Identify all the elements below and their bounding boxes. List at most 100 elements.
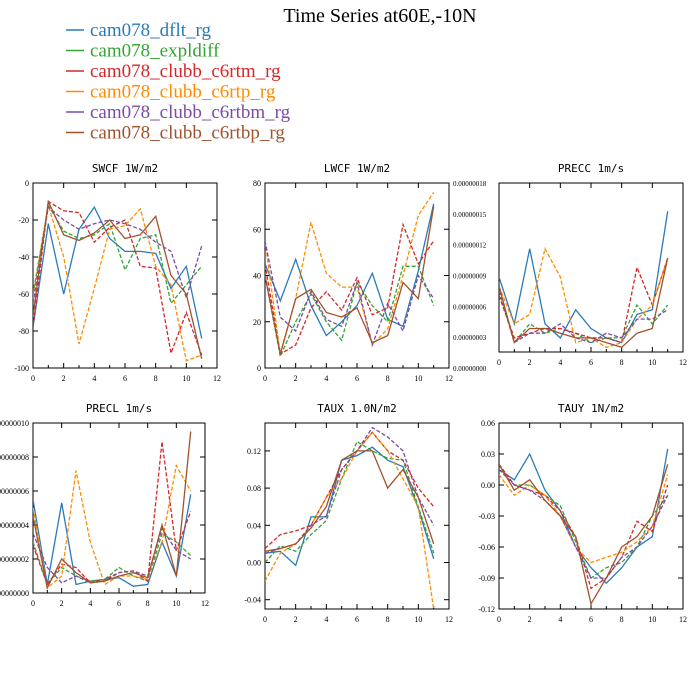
x-tick-label: 4 <box>324 374 328 383</box>
y-tick-label: -0.09 <box>478 574 495 583</box>
series-line <box>33 431 192 590</box>
x-tick-label: 10 <box>182 374 190 383</box>
panel-title: TAUY 1N/m2 <box>558 402 624 415</box>
y-tick-label: -100 <box>14 364 29 373</box>
series-line <box>265 450 435 552</box>
x-tick-label: 10 <box>414 615 422 624</box>
series-line <box>33 200 203 356</box>
x-tick-label: 0 <box>263 615 267 624</box>
x-tick-label: 4 <box>558 358 562 367</box>
y-tick-label: 0.03 <box>481 450 495 459</box>
series-line <box>33 463 192 590</box>
x-tick-label: 0 <box>497 358 501 367</box>
x-tick-label: 6 <box>355 615 359 624</box>
series-line <box>499 463 669 579</box>
series-line <box>499 469 669 579</box>
x-tick-label: 12 <box>445 615 453 624</box>
panels: SWCF 1W/m2 0 2 4 6 8 10 12 0 -20 -40 -60 -80 -100 LWCF… <box>0 162 687 624</box>
series-line <box>499 257 669 349</box>
x-tick-label: 8 <box>146 599 150 608</box>
x-tick-label: 2 <box>294 615 298 624</box>
x-tick-label: 12 <box>201 599 209 608</box>
x-tick-label: 0 <box>497 615 501 624</box>
x-tick-label: 4 <box>324 615 328 624</box>
x-tick-label: 6 <box>117 599 121 608</box>
y-tick-label: 00000010 <box>0 419 29 428</box>
x-tick-label: 2 <box>60 599 64 608</box>
series-line <box>265 205 435 355</box>
x-tick-label: 2 <box>294 374 298 383</box>
x-tick-label: 10 <box>648 358 656 367</box>
y-tick-label: 00000002 <box>0 555 29 564</box>
series-line <box>499 463 669 590</box>
x-tick-label: 6 <box>589 358 593 367</box>
series-line <box>499 257 669 344</box>
panel-title: TAUX 1.0N/m2 <box>317 402 396 415</box>
series-line <box>33 199 203 359</box>
x-tick-label: 10 <box>414 374 422 383</box>
panel-title: LWCF 1W/m2 <box>324 162 390 175</box>
right-tick-label: 0.00000018 <box>453 180 487 188</box>
panel-title: PRECL 1m/s <box>86 402 152 415</box>
y-tick-label: 00000004 <box>0 521 29 530</box>
legend-label: cam078_dflt_rg <box>90 20 212 41</box>
panel-4: PRECL 1m/s 0 2 4 6 8 10 12 00000010 00000008 00000… <box>0 402 209 608</box>
y-tick-label: 0.00 <box>247 559 261 568</box>
y-tick-label: -60 <box>18 290 29 299</box>
right-tick-label: 0.00000000 <box>453 365 487 373</box>
series-line <box>33 205 203 304</box>
y-tick-label: 40 <box>253 272 261 281</box>
x-tick-label: 8 <box>620 358 624 367</box>
series-line <box>499 463 669 606</box>
y-tick-label: -0.06 <box>478 543 495 552</box>
y-tick-label: 60 <box>253 225 261 234</box>
legend-label: cam078_expldiff <box>90 41 220 62</box>
y-tick-label: 0.00 <box>481 481 495 490</box>
panel-5: TAUX 1.0N/m2 0 2 4 6 8 10 12 0.12 0.08 0.04 0.00 -0.… <box>244 402 453 624</box>
right-tick-label: 0.00000009 <box>453 273 487 281</box>
legend-label: cam078_clubb_c6rtp_rg <box>90 82 276 103</box>
series-line <box>33 205 202 362</box>
series-line <box>499 211 669 344</box>
x-tick-label: 2 <box>528 358 532 367</box>
series-line <box>33 441 192 586</box>
panel-3: PRECC 1m/s 0 2 4 6 8 10 12 <box>497 162 687 367</box>
x-tick-label: 2 <box>528 615 532 624</box>
series-line <box>265 222 435 356</box>
series-line <box>499 290 669 344</box>
y-tick-label: 0.04 <box>247 521 261 530</box>
x-tick-label: 0 <box>263 374 267 383</box>
right-tick-label: 0.00000003 <box>453 334 487 342</box>
x-tick-label: 8 <box>620 615 624 624</box>
series-line <box>265 265 435 359</box>
y-tick-label: 0 <box>25 179 29 188</box>
series-line <box>499 246 669 349</box>
y-tick-label: -40 <box>18 253 29 262</box>
panel-title: SWCF 1W/m2 <box>92 162 158 175</box>
series-line <box>265 431 435 609</box>
legend-label: cam078_clubb_c6rtbp_rg <box>90 123 285 144</box>
figure-title: Time Series at60E,-10N <box>283 5 476 27</box>
y-tick-label: 0 <box>257 364 261 373</box>
x-tick-label: 12 <box>679 358 687 367</box>
y-tick-label: -0.03 <box>478 512 495 521</box>
x-tick-label: 6 <box>355 374 359 383</box>
y-tick-label: -0.12 <box>478 605 495 614</box>
y-tick-label: 20 <box>253 318 261 327</box>
x-tick-label: 12 <box>445 374 453 383</box>
x-tick-label: 4 <box>88 599 92 608</box>
series-line <box>499 474 669 564</box>
y-tick-label: 0.06 <box>481 419 495 428</box>
y-tick-label: 00000000 <box>0 589 29 598</box>
series-line <box>499 448 669 585</box>
x-tick-label: 12 <box>213 374 221 383</box>
x-tick-label: 6 <box>589 615 593 624</box>
x-tick-label: 0 <box>31 599 35 608</box>
panel-6: TAUY 1N/m2 0 2 4 6 8 10 12 0.06 0.03 0.00 -0.03 -0.0… <box>478 402 687 624</box>
x-tick-label: 8 <box>386 374 390 383</box>
x-tick-label: 8 <box>386 615 390 624</box>
y-tick-label: -20 <box>18 216 29 225</box>
right-tick-label: 0.00000012 <box>453 242 487 250</box>
panel-1: SWCF 1W/m2 0 2 4 6 8 10 12 0 -20 -40 -60 -80 -100 <box>14 162 221 383</box>
